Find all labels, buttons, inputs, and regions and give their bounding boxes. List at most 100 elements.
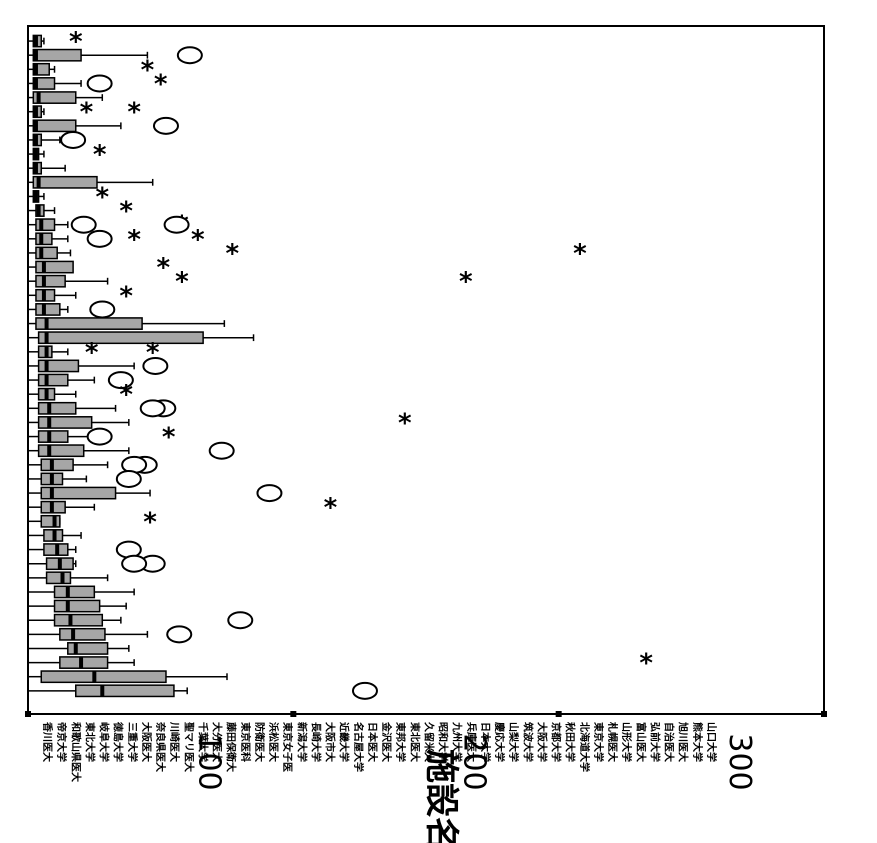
box <box>32 119 77 133</box>
category-label: 長崎大学 <box>309 722 322 762</box>
outlier-star: * <box>93 140 107 170</box>
category-label: 北海道大学 <box>578 722 591 772</box>
outlier-star: * <box>143 507 157 537</box>
outlier-circle <box>107 371 134 390</box>
box <box>32 91 77 104</box>
category-label: 山口大学 <box>705 722 718 762</box>
category-label: 新潟大学 <box>295 722 308 762</box>
category-label: 日本医大 <box>366 722 379 762</box>
box <box>45 571 72 585</box>
outlier-star: * <box>95 182 109 212</box>
box <box>37 359 80 373</box>
outlier-star: * <box>80 98 94 128</box>
category-label: 藤田保衛大 <box>225 722 238 772</box>
category-label: 東北大学 <box>83 722 96 762</box>
box <box>32 62 50 76</box>
category-label: 徳島大学 <box>112 721 125 762</box>
outlier-circle <box>139 399 166 418</box>
outlier-star: * <box>324 493 338 523</box>
category-label: 日本大学 <box>479 722 492 762</box>
outlier-star: * <box>191 225 205 255</box>
box <box>35 317 143 330</box>
outlier-star: * <box>119 281 133 311</box>
outlier-circle <box>70 215 97 234</box>
box <box>59 627 106 641</box>
plot-frame <box>27 25 825 715</box>
category-label: 千葉大学 <box>196 722 209 762</box>
outlier-star: * <box>175 267 189 297</box>
category-label: 熊本大学 <box>691 722 704 762</box>
category-label: 名古屋大学 <box>352 722 365 772</box>
outlier-star: * <box>127 225 141 255</box>
category-label: 和歌山県医大 <box>69 721 82 782</box>
y-tick-label: 200 <box>457 733 492 790</box>
category-label: 京都大学 <box>550 722 563 762</box>
category-label: 東京大学 <box>592 722 605 762</box>
y-tick-mark <box>821 711 827 717</box>
category-label: 筑波大学 <box>521 722 534 762</box>
box <box>37 430 69 443</box>
box <box>40 670 167 684</box>
category-label: 帝京大学 <box>55 722 68 762</box>
category-label: 慶応大学 <box>493 722 506 762</box>
box <box>67 642 109 655</box>
box <box>35 274 66 288</box>
outlier-star: * <box>127 98 141 128</box>
category-label: 川崎医大 <box>168 721 181 762</box>
outlier-star: * <box>398 408 412 438</box>
category-label: 久留米大 <box>422 721 435 762</box>
box <box>37 373 69 387</box>
category-label: 富山医大 <box>634 722 647 762</box>
box <box>32 77 56 90</box>
y-tick-label: 100 <box>191 733 226 790</box>
category-label: 兵庫医大 <box>465 722 478 762</box>
category-label: 旭川医大 <box>677 721 690 762</box>
category-label: 近畿大学 <box>338 722 351 762</box>
outlier-circle <box>121 554 148 573</box>
box <box>53 585 96 599</box>
outlier-star: * <box>162 423 176 453</box>
outlier-star: * <box>157 253 171 283</box>
outlier-star: * <box>154 69 168 99</box>
outlier-circle <box>152 116 179 135</box>
outlier-star: * <box>459 267 473 297</box>
box <box>35 218 56 232</box>
outlier-circle <box>176 46 203 65</box>
outlier-circle <box>142 356 169 375</box>
outlier-circle <box>351 681 378 700</box>
category-label: 山梨大学 <box>507 722 520 762</box>
box <box>59 656 109 669</box>
category-label: 九州大学 <box>451 721 464 762</box>
box <box>40 458 74 472</box>
category-label: 自治医大 <box>663 722 676 762</box>
category-label: 大阪市大 <box>324 722 337 762</box>
category-label: 昭和大学 <box>437 722 450 762</box>
y-tick-mark <box>25 711 31 717</box>
box <box>32 175 98 189</box>
box <box>37 401 77 415</box>
category-label: 浜松医大 <box>267 722 280 762</box>
category-label: 香川医大 <box>41 722 54 762</box>
box <box>35 260 74 274</box>
box <box>37 416 93 429</box>
box <box>53 613 104 627</box>
y-tick-mark <box>290 711 297 717</box>
outlier-circle <box>86 427 113 446</box>
outlier-circle <box>227 611 254 630</box>
category-label: 東邦大学 <box>394 722 407 762</box>
category-label: 弘前大学 <box>648 722 661 762</box>
category-label: 金沢医大 <box>380 721 393 762</box>
category-label: 大分医大 <box>211 722 224 762</box>
outlier-circle <box>256 484 283 503</box>
y-tick-mark <box>555 711 562 717</box>
outlier-circle <box>86 229 113 248</box>
category-label: 聖マリ医大 <box>182 722 195 772</box>
category-label: 大阪大学 <box>535 722 548 762</box>
outlier-circle <box>89 300 116 319</box>
x-axis-title: 施設名 <box>421 749 461 843</box>
category-label: 岐阜大学 <box>98 722 111 762</box>
category-label: 東北医大 <box>408 722 421 762</box>
category-label: 山形大学 <box>620 722 633 762</box>
outlier-circle <box>208 441 235 460</box>
